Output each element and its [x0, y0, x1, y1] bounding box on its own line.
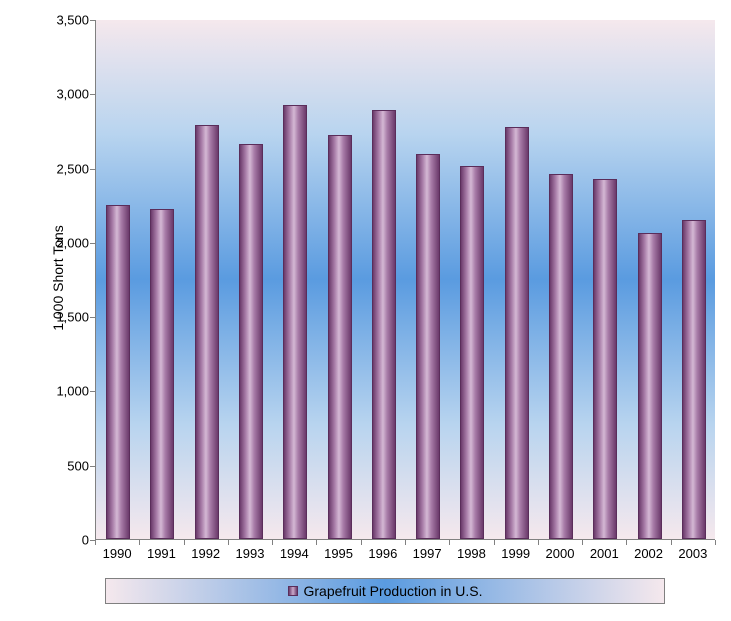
- legend: Grapefruit Production in U.S.: [105, 578, 665, 604]
- y-tick-label: 0: [82, 533, 89, 548]
- x-tick: [449, 540, 450, 545]
- bar: [505, 127, 529, 539]
- x-tick: [582, 540, 583, 545]
- bar: [460, 166, 484, 539]
- x-tick: [228, 540, 229, 545]
- y-tick-label: 3,500: [56, 13, 89, 28]
- x-tick: [139, 540, 140, 545]
- x-tick-label: 1990: [103, 546, 132, 561]
- x-tick-label: 2002: [634, 546, 663, 561]
- x-tick-label: 1999: [501, 546, 530, 561]
- y-tick-label: 2,500: [56, 161, 89, 176]
- bar-fill: [283, 105, 307, 539]
- x-tick-label: 1994: [280, 546, 309, 561]
- bar: [549, 174, 573, 539]
- bar-fill: [593, 179, 617, 539]
- bar-fill: [372, 110, 396, 539]
- x-tick: [626, 540, 627, 545]
- bar-fill: [549, 174, 573, 539]
- x-tick-label: 2001: [590, 546, 619, 561]
- bar-fill: [239, 144, 263, 539]
- x-tick: [95, 540, 96, 545]
- y-tick: [90, 169, 95, 170]
- y-tick: [90, 243, 95, 244]
- legend-content: Grapefruit Production in U.S.: [288, 583, 483, 599]
- bar: [283, 105, 307, 539]
- bar-fill: [150, 209, 174, 539]
- bar: [372, 110, 396, 539]
- x-tick: [405, 540, 406, 545]
- bar: [195, 125, 219, 540]
- y-tick: [90, 391, 95, 392]
- bar-fill: [638, 233, 662, 539]
- bar-fill: [682, 220, 706, 539]
- x-tick: [715, 540, 716, 545]
- plot-area: [95, 20, 715, 540]
- x-tick: [316, 540, 317, 545]
- legend-swatch: [288, 586, 298, 596]
- bar: [416, 154, 440, 539]
- x-tick-label: 2000: [546, 546, 575, 561]
- bar: [150, 209, 174, 539]
- bar-fill: [106, 205, 130, 539]
- y-tick-label: 3,000: [56, 87, 89, 102]
- x-tick-label: 1991: [147, 546, 176, 561]
- x-tick-label: 2003: [678, 546, 707, 561]
- x-tick: [272, 540, 273, 545]
- legend-label: Grapefruit Production in U.S.: [304, 583, 483, 599]
- x-tick-label: 1993: [236, 546, 265, 561]
- y-tick: [90, 317, 95, 318]
- x-tick-label: 1996: [368, 546, 397, 561]
- y-tick: [90, 466, 95, 467]
- y-tick-label: 500: [67, 458, 89, 473]
- x-tick: [671, 540, 672, 545]
- x-tick-label: 1997: [413, 546, 442, 561]
- x-tick-label: 1995: [324, 546, 353, 561]
- bar-fill: [505, 127, 529, 539]
- bar: [593, 179, 617, 539]
- y-tick: [90, 20, 95, 21]
- x-tick: [494, 540, 495, 545]
- x-tick: [361, 540, 362, 545]
- y-tick-label: 1,500: [56, 310, 89, 325]
- plot-background: [96, 20, 715, 539]
- bar-fill: [460, 166, 484, 539]
- bar-fill: [195, 125, 219, 540]
- bar: [239, 144, 263, 539]
- bar-fill: [416, 154, 440, 539]
- bar: [638, 233, 662, 539]
- bar: [682, 220, 706, 539]
- x-tick: [538, 540, 539, 545]
- chart-container: 1,000 Short Tons 05001,0001,5002,0002,50…: [10, 10, 721, 611]
- y-tick-label: 2,000: [56, 235, 89, 250]
- x-tick-label: 1998: [457, 546, 486, 561]
- x-tick: [184, 540, 185, 545]
- bar: [106, 205, 130, 539]
- y-tick: [90, 94, 95, 95]
- bar: [328, 135, 352, 539]
- y-tick-label: 1,000: [56, 384, 89, 399]
- x-tick-label: 1992: [191, 546, 220, 561]
- bar-fill: [328, 135, 352, 539]
